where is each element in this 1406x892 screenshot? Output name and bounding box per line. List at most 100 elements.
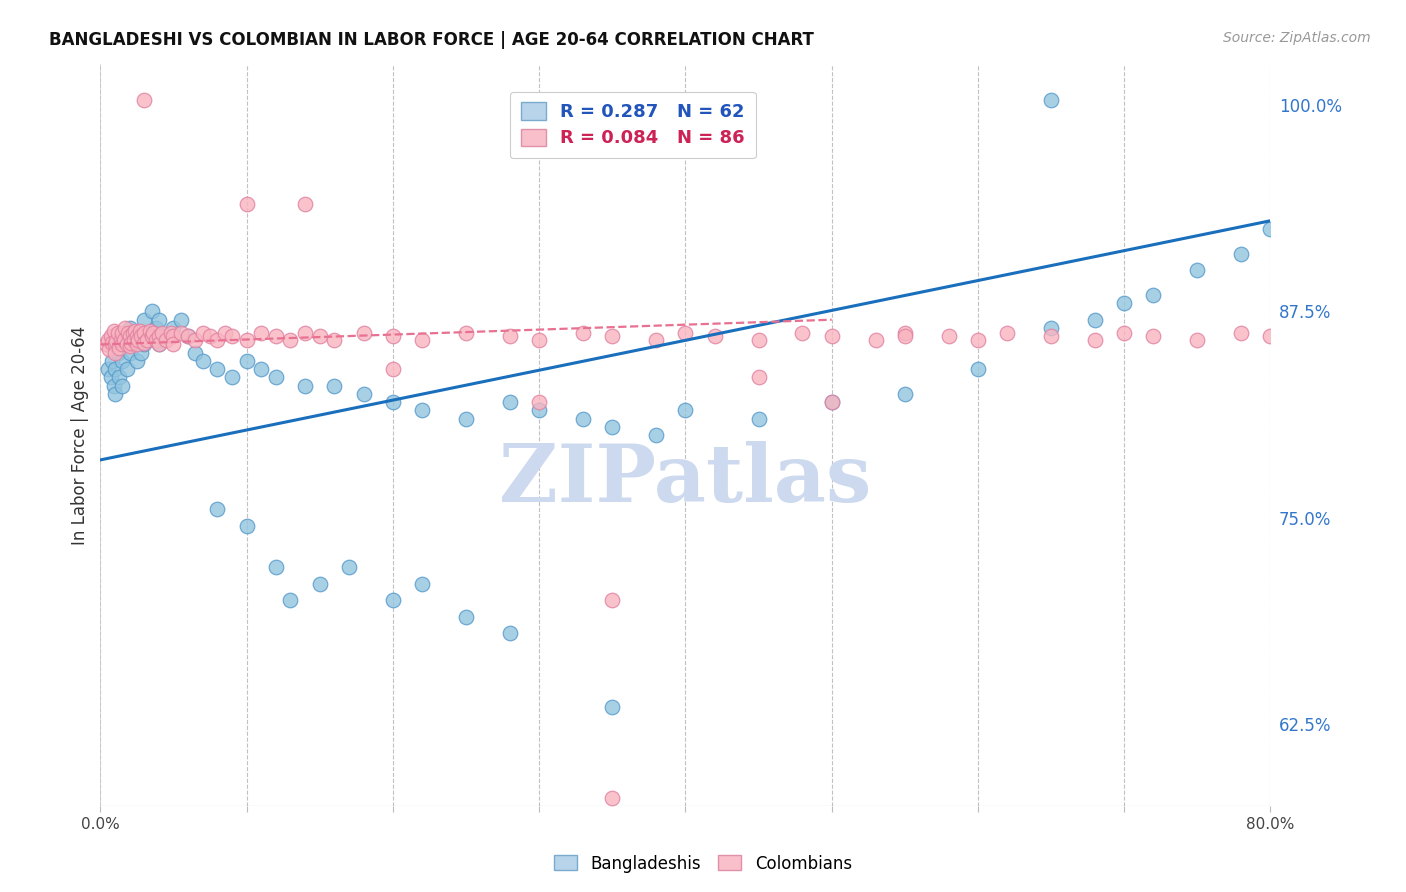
Point	[747, 370, 769, 384]
Point	[162, 329, 184, 343]
Point	[938, 329, 960, 343]
Point	[122, 333, 145, 347]
Text: Source: ZipAtlas.com: Source: ZipAtlas.com	[1223, 31, 1371, 45]
Point	[141, 329, 163, 343]
Point	[134, 326, 156, 340]
Point	[110, 333, 132, 347]
Point	[600, 700, 623, 714]
Point	[235, 354, 257, 368]
Point	[148, 312, 170, 326]
Point	[104, 337, 127, 351]
Point	[1040, 93, 1063, 107]
Point	[673, 403, 696, 417]
Point	[353, 326, 375, 340]
Point	[111, 326, 134, 340]
Point	[170, 326, 193, 340]
Point	[221, 329, 243, 343]
Point	[111, 337, 134, 351]
Point	[104, 387, 127, 401]
Point	[821, 395, 844, 409]
Point	[600, 329, 623, 343]
Point	[894, 326, 917, 340]
Point	[235, 197, 257, 211]
Point	[381, 593, 404, 607]
Point	[131, 329, 153, 343]
Point	[1230, 246, 1253, 260]
Point	[995, 326, 1018, 340]
Point	[148, 337, 170, 351]
Point	[155, 333, 177, 347]
Point	[250, 326, 273, 340]
Point	[1288, 333, 1310, 347]
Point	[142, 326, 165, 340]
Point	[499, 329, 522, 343]
Point	[527, 395, 550, 409]
Point	[115, 337, 138, 351]
Point	[134, 337, 156, 351]
Point	[600, 593, 623, 607]
Point	[1142, 288, 1164, 302]
Point	[1187, 263, 1209, 277]
Point	[191, 354, 214, 368]
Point	[454, 609, 477, 624]
Point	[104, 337, 127, 351]
Point	[111, 329, 134, 343]
Point	[107, 345, 129, 359]
Point	[150, 326, 173, 340]
Point	[792, 326, 814, 340]
Point	[105, 334, 128, 348]
Point	[112, 337, 135, 351]
Point	[111, 354, 134, 368]
Point	[294, 326, 316, 340]
Point	[264, 329, 287, 343]
Point	[198, 329, 221, 343]
Point	[572, 326, 595, 340]
Point	[124, 324, 146, 338]
Point	[145, 321, 167, 335]
Point	[1114, 296, 1136, 310]
Point	[155, 329, 177, 343]
Point	[821, 329, 844, 343]
Point	[703, 329, 725, 343]
Point	[177, 329, 200, 343]
Point	[454, 326, 477, 340]
Point	[967, 362, 990, 376]
Point	[1333, 326, 1355, 340]
Point	[131, 345, 153, 359]
Text: ZIPatlas: ZIPatlas	[499, 441, 872, 519]
Point	[967, 333, 990, 347]
Point	[221, 370, 243, 384]
Point	[280, 593, 302, 607]
Point	[108, 370, 131, 384]
Point	[107, 326, 129, 340]
Point	[125, 329, 148, 343]
Point	[499, 626, 522, 640]
Point	[353, 387, 375, 401]
Point	[865, 333, 887, 347]
Point	[103, 324, 125, 338]
Point	[381, 362, 404, 376]
Point	[112, 333, 135, 347]
Point	[527, 333, 550, 347]
Point	[136, 329, 159, 343]
Point	[104, 362, 127, 376]
Point	[1142, 329, 1164, 343]
Point	[120, 335, 142, 350]
Point	[103, 378, 125, 392]
Point	[115, 362, 138, 376]
Point	[235, 333, 257, 347]
Point	[162, 337, 184, 351]
Point	[821, 395, 844, 409]
Point	[139, 324, 162, 338]
Point	[894, 329, 917, 343]
Point	[134, 335, 156, 350]
Point	[191, 326, 214, 340]
Point	[184, 345, 207, 359]
Point	[600, 420, 623, 434]
Point	[128, 324, 150, 338]
Point	[294, 197, 316, 211]
Point	[121, 337, 143, 351]
Point	[499, 395, 522, 409]
Text: BANGLADESHI VS COLOMBIAN IN LABOR FORCE | AGE 20-64 CORRELATION CHART: BANGLADESHI VS COLOMBIAN IN LABOR FORCE …	[49, 31, 814, 49]
Point	[125, 329, 148, 343]
